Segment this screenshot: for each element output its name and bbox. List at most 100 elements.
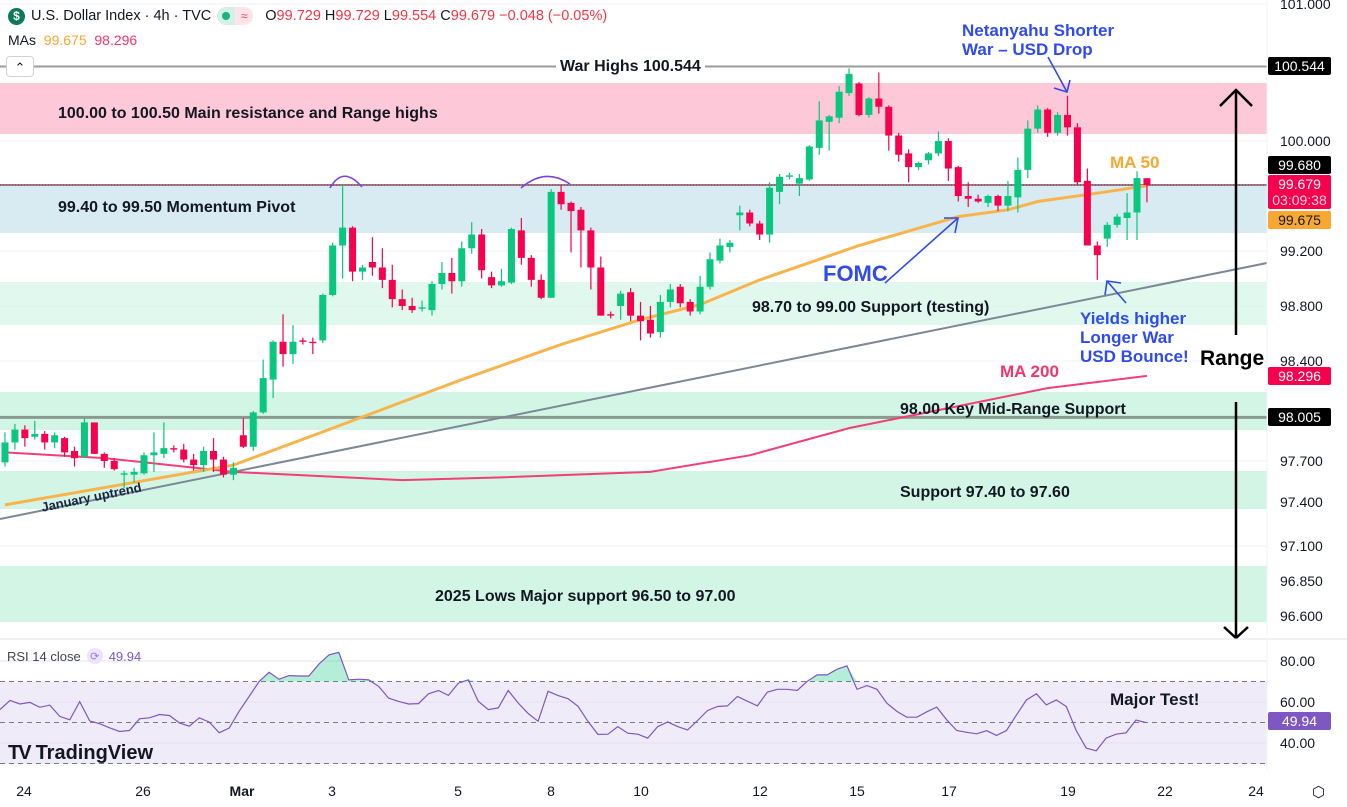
candle-body [805, 146, 813, 180]
candles [1, 68, 1151, 489]
netanyahu-note[interactable]: Netanyahu Shorter War – USD Drop [962, 21, 1115, 59]
collapse-legend-button[interactable]: ⌃ [6, 56, 34, 77]
candle-body [80, 422, 88, 457]
candle [557, 185, 565, 210]
candle-body [239, 435, 247, 447]
range-arrow-down[interactable] [1223, 402, 1249, 640]
time-tick-label: 15 [849, 783, 865, 799]
candle [1123, 193, 1131, 240]
candle [388, 264, 396, 308]
candle-body [974, 198, 982, 202]
candle [1113, 213, 1121, 228]
major-test-label[interactable]: Major Test! [1110, 690, 1200, 709]
ma50-path [4, 184, 1148, 507]
candle [637, 301, 645, 341]
dollar-circle-icon: $ [8, 7, 25, 25]
price-tick-label: 99.200 [1280, 243, 1323, 259]
candle-body [617, 293, 625, 306]
mid-range-support-label[interactable]: 98.00 Key Mid-Range Support [900, 401, 1126, 418]
candle-body [210, 451, 218, 460]
symbol-header: $ U.S. Dollar Index · 4h · TVC ≈ O99.729… [8, 7, 607, 25]
support-testing-label[interactable]: 98.70 to 99.00 Support (testing) [752, 299, 990, 316]
ma200-label[interactable]: MA 200 [1000, 362, 1059, 381]
candle [517, 218, 525, 265]
candle-body [200, 451, 208, 466]
settings-hex-icon[interactable]: ⬡ [1312, 784, 1326, 801]
candle-body [1024, 128, 1032, 170]
candle [1133, 171, 1141, 240]
candle [974, 194, 982, 203]
candle-body [160, 448, 168, 454]
ma-legend[interactable]: MAs 99.675 98.296 [8, 32, 138, 48]
candle [408, 297, 416, 313]
change-value: −0.048 (−0.05%) [499, 8, 608, 24]
fomc-arrow[interactable] [884, 217, 959, 284]
fomc-label[interactable]: FOMC [823, 261, 888, 286]
yields-note[interactable]: Yields higher Longer War USD Bounce! [1080, 309, 1189, 366]
candle [656, 295, 664, 338]
netanyahu-arrow[interactable] [1047, 56, 1071, 94]
candle [756, 220, 764, 240]
candle [577, 207, 585, 268]
candle-body [180, 449, 188, 460]
candle [567, 201, 575, 253]
candle-body [964, 196, 972, 199]
candle-body [895, 135, 903, 155]
candle [458, 241, 466, 287]
candle [349, 226, 357, 282]
candle [845, 68, 853, 96]
market-status-pill[interactable]: ≈ [217, 7, 254, 25]
candle-body [795, 178, 803, 184]
january-uptrend-line[interactable] [0, 262, 1268, 520]
price-tick-label: 96.850 [1280, 573, 1323, 589]
candle [448, 257, 456, 294]
candle-body [666, 289, 674, 302]
candle-body [368, 262, 376, 268]
time-tick-label: 8 [547, 783, 555, 799]
double-top-arc-2[interactable] [520, 175, 571, 189]
candle-body [190, 459, 198, 466]
rsi-legend[interactable]: RSI 14 close ⟳ 49.94 [7, 648, 142, 664]
candle [905, 149, 913, 183]
war-highs-label[interactable]: War Highs 100.544 [556, 58, 705, 76]
candle [805, 145, 813, 181]
candle [964, 182, 972, 207]
candle-body [855, 83, 863, 115]
time-tick-label: 22 [1157, 783, 1173, 799]
yields-arrow[interactable] [1104, 280, 1127, 304]
symbol-title[interactable]: U.S. Dollar Index · 4h · TVC [31, 8, 212, 24]
candle [229, 462, 237, 481]
time-tick-label: 3 [328, 783, 336, 799]
candle-body [71, 451, 79, 459]
candle-body [21, 429, 29, 439]
range-arrow-up[interactable] [1219, 88, 1253, 335]
candle [120, 470, 128, 489]
tradingview-logo[interactable]: TV TradingView [8, 742, 154, 764]
candle-body [150, 452, 158, 456]
ma50-badge: 99.675 [1268, 211, 1331, 229]
ohlc-values: O99.729 H99.729 L99.554 C99.679 −0.048 (… [265, 8, 608, 24]
candle-body [1044, 109, 1052, 133]
candle-body [498, 281, 505, 286]
support-976-label[interactable]: Support 97.40 to 97.60 [900, 484, 1070, 501]
candle [299, 337, 307, 345]
candle [1064, 95, 1072, 136]
time-tick-label: 10 [633, 783, 649, 799]
time-tick-label: 26 [135, 783, 151, 799]
candle-body [100, 453, 108, 461]
candle [279, 314, 287, 367]
resistance-zone-label[interactable]: 100.00 to 100.50 Main resistance and Ran… [58, 105, 438, 122]
candle [984, 194, 992, 207]
candle [468, 222, 476, 254]
candle-body [478, 234, 486, 271]
range-label[interactable]: Range [1200, 347, 1265, 370]
candle [180, 443, 188, 463]
pivot-zone-label[interactable]: 99.40 to 99.50 Momentum Pivot [58, 199, 296, 216]
open-value: 99.729 [276, 8, 321, 24]
candle [488, 271, 496, 289]
double-top-arc-1[interactable] [329, 175, 363, 189]
candle-body [418, 307, 426, 309]
ma50-label[interactable]: MA 50 [1110, 153, 1160, 172]
lows-2025-label[interactable]: 2025 Lows Major support 96.50 to 97.00 [435, 588, 736, 605]
